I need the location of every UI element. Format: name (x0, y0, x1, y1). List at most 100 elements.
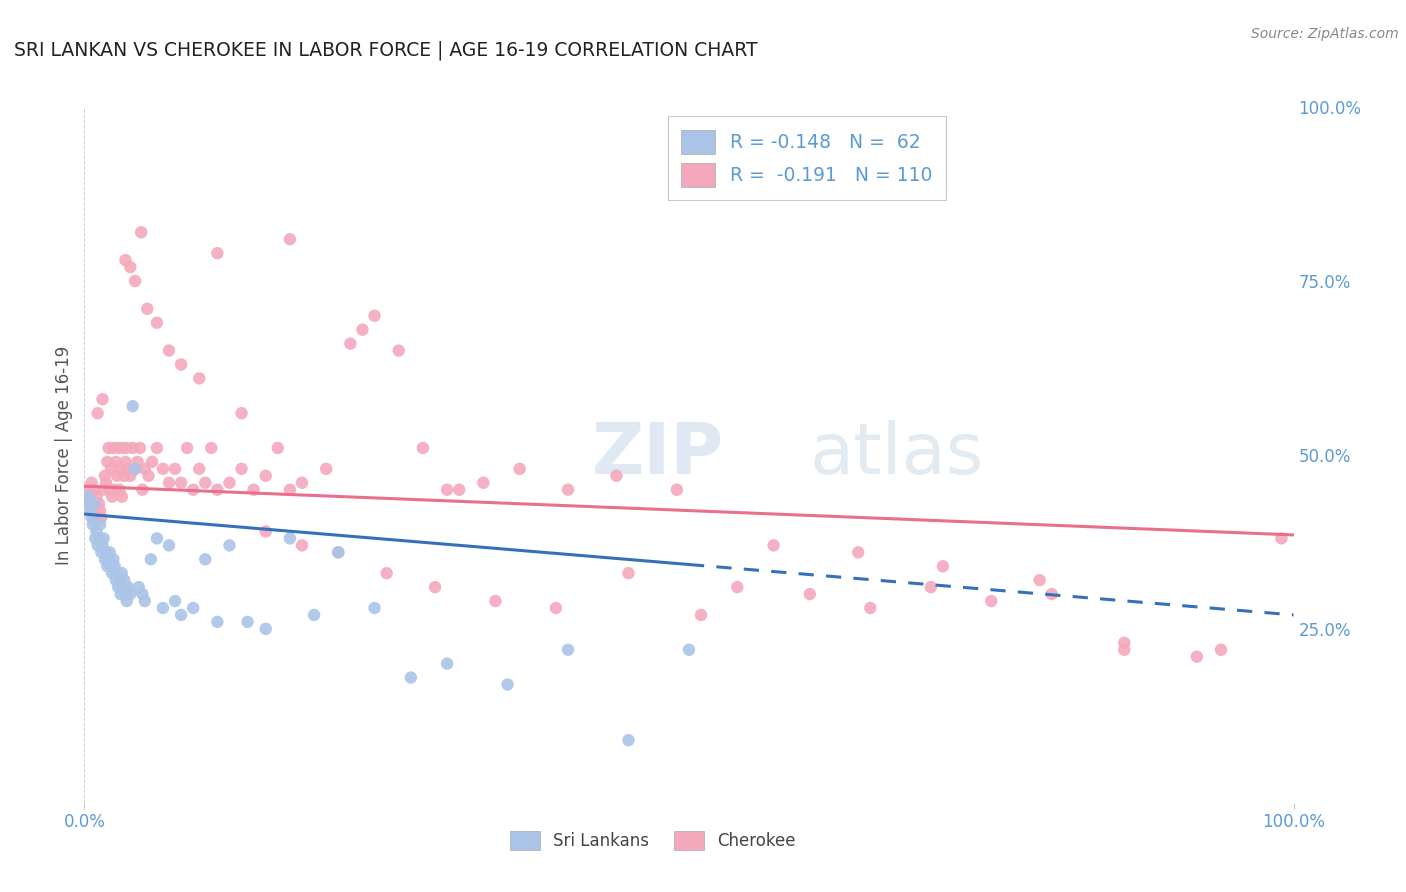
Text: SRI LANKAN VS CHEROKEE IN LABOR FORCE | AGE 16-19 CORRELATION CHART: SRI LANKAN VS CHEROKEE IN LABOR FORCE | … (14, 40, 758, 60)
Point (423, 580, 446, 594)
Point (157, 475, 180, 490)
Point (83, 497, 105, 511)
Point (188, 371, 211, 385)
Point (79, 503, 101, 517)
Point (231, 406, 253, 420)
Point (93, 483, 115, 497)
Point (86, 538, 108, 552)
Point (105, 468, 128, 483)
Point (291, 475, 314, 490)
Point (799, 587, 821, 601)
Point (100, 559, 122, 574)
Point (1185, 649, 1208, 664)
Point (115, 594, 138, 608)
Point (82, 503, 104, 517)
Point (100, 462, 122, 476)
Point (124, 274, 146, 288)
Point (375, 566, 398, 581)
Point (678, 642, 700, 657)
Point (236, 615, 259, 629)
Point (436, 657, 458, 671)
Point (138, 468, 160, 483)
Point (170, 475, 193, 490)
Point (89, 503, 111, 517)
Point (87, 497, 110, 511)
Point (152, 601, 174, 615)
Point (114, 587, 136, 601)
Point (121, 399, 143, 413)
Point (665, 483, 688, 497)
Point (980, 594, 1002, 608)
Point (302, 607, 325, 622)
Y-axis label: In Labor Force | Age 16-19: In Labor Force | Age 16-19 (55, 345, 73, 565)
Point (131, 587, 153, 601)
Point (328, 545, 350, 559)
Text: ZIP: ZIP (592, 420, 724, 490)
Point (1114, 642, 1136, 657)
Point (267, 441, 290, 455)
Point (436, 483, 458, 497)
Point (1209, 642, 1232, 657)
Point (128, 580, 150, 594)
Point (84, 510, 107, 524)
Point (188, 462, 211, 476)
Point (86, 406, 108, 420)
Point (617, 566, 640, 581)
Point (87, 532, 110, 546)
Point (207, 483, 229, 497)
Point (690, 607, 713, 622)
Point (114, 455, 136, 469)
Point (124, 462, 146, 476)
Point (1040, 587, 1063, 601)
Point (93, 532, 115, 546)
Point (77, 490, 100, 504)
Point (242, 483, 264, 497)
Point (129, 225, 152, 239)
Point (94, 552, 117, 566)
Point (136, 301, 159, 316)
Point (77, 483, 100, 497)
Point (472, 475, 495, 490)
Text: atlas: atlas (810, 420, 984, 490)
Point (82, 517, 104, 532)
Point (94, 545, 117, 559)
Point (120, 587, 142, 601)
Point (104, 573, 127, 587)
Point (278, 483, 301, 497)
Point (90, 545, 112, 559)
Point (103, 552, 125, 566)
Point (139, 552, 162, 566)
Point (91, 392, 114, 407)
Point (725, 580, 748, 594)
Point (181, 601, 204, 615)
Point (254, 468, 277, 483)
Point (181, 483, 204, 497)
Point (117, 580, 139, 594)
Point (278, 232, 301, 246)
Point (207, 246, 229, 260)
Point (363, 309, 385, 323)
Point (80, 510, 103, 524)
Point (363, 601, 385, 615)
Point (278, 532, 301, 546)
Point (157, 343, 180, 358)
Point (291, 538, 314, 552)
Point (86, 524, 108, 539)
Point (218, 538, 240, 552)
Point (1270, 532, 1292, 546)
Point (165, 594, 187, 608)
Point (91, 538, 114, 552)
Point (117, 462, 139, 476)
Text: Source: ZipAtlas.com: Source: ZipAtlas.com (1251, 27, 1399, 41)
Point (98, 545, 121, 559)
Point (412, 441, 434, 455)
Point (114, 253, 136, 268)
Point (134, 462, 156, 476)
Point (605, 468, 627, 483)
Point (617, 733, 640, 747)
Point (107, 580, 129, 594)
Point (1028, 573, 1050, 587)
Point (352, 323, 374, 337)
Point (170, 358, 193, 372)
Point (315, 462, 337, 476)
